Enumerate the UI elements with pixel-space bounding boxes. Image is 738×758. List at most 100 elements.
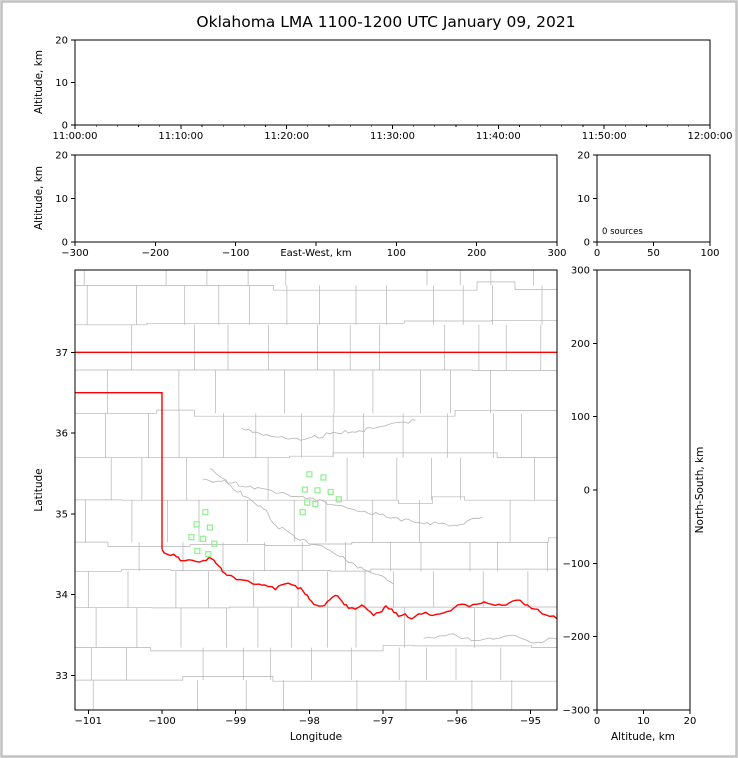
station-marker <box>202 509 209 516</box>
tick-label: −96 <box>446 716 467 727</box>
tick-label: −97 <box>373 716 394 727</box>
river-line <box>241 419 416 441</box>
station-marker <box>312 501 319 508</box>
tick-label: −300 <box>563 706 590 717</box>
station-marker <box>299 509 306 516</box>
ns-panel-right-label: North-South, km <box>694 447 706 534</box>
station-marker <box>193 521 200 528</box>
tick-label: −98 <box>299 716 320 727</box>
tick-label: East-West, km <box>280 248 351 259</box>
tick-label: 300 <box>571 266 590 277</box>
station-marker <box>194 547 201 555</box>
panels: 11:00:00 11:10:00 11:20:00 11:30:00 11:40:00… <box>53 36 733 728</box>
map-xlabel: Longitude <box>290 731 342 743</box>
tick-label: 0 <box>594 716 600 727</box>
tick-label: 34 <box>55 590 68 601</box>
panel-east-west-height: −300 −200 −100 East-West, km 100 200 300 0 10 20 <box>55 151 566 260</box>
tick-label: −95 <box>520 716 541 727</box>
red-river-border <box>161 548 557 620</box>
tick-label: 11:00:00 <box>53 131 98 142</box>
station-marker <box>206 524 213 531</box>
tick-label: 33 <box>55 671 68 682</box>
tick-label: 100 <box>387 248 406 259</box>
tick-label: −200 <box>142 248 169 259</box>
time-panel-ylabel: Altitude, km <box>33 50 45 114</box>
rivers <box>202 419 557 644</box>
panel-area <box>75 155 557 242</box>
tick-label: 35 <box>55 509 68 520</box>
station-marker <box>314 487 321 494</box>
tick-label: 200 <box>467 248 486 259</box>
map-content <box>75 270 557 710</box>
ticks <box>593 269 691 714</box>
ticks <box>593 154 711 246</box>
state-border <box>75 351 557 620</box>
sources-count-annotation: 0 sources <box>602 227 643 237</box>
tick-label: 20 <box>577 151 590 162</box>
state-border-line <box>75 392 163 550</box>
river-line <box>202 478 483 527</box>
tick-label: 0 <box>62 121 68 132</box>
tick-label: 11:30:00 <box>370 131 415 142</box>
station-marker <box>320 474 327 481</box>
tick-label: −200 <box>563 632 590 643</box>
tick-label: −100 <box>148 716 175 727</box>
tick-label: 37 <box>55 348 68 359</box>
station-marker <box>200 535 207 542</box>
tick-label: 0 <box>584 238 590 249</box>
panel-area <box>597 270 690 710</box>
station-marker <box>306 471 313 478</box>
river-line <box>209 468 394 585</box>
tick-label: 200 <box>571 339 590 350</box>
tick-label: 0 <box>584 486 590 497</box>
ns-panel-xlabel: Altitude, km <box>611 731 675 743</box>
ticks <box>71 154 558 246</box>
station-marker <box>327 488 334 496</box>
tick-label: 20 <box>55 151 68 162</box>
tick-label: 11:40:00 <box>476 131 521 142</box>
tick-label: −100 <box>563 559 590 570</box>
tick-label: 36 <box>55 429 68 440</box>
tick-label: 100 <box>700 248 719 259</box>
panel-height-north-south: 0 10 20 −300 −200 −100 0 100 200 300 <box>563 266 697 728</box>
panel-area <box>75 270 557 710</box>
panel-altitude-histogram: 0 50 100 0 10 20 <box>577 151 719 260</box>
station-marker <box>188 534 195 541</box>
tick-label: 50 <box>647 248 660 259</box>
tick-label: 10 <box>577 194 590 205</box>
station-marker <box>211 540 218 547</box>
panel-time-height: 11:00:00 11:10:00 11:20:00 11:30:00 11:40:00… <box>53 36 733 143</box>
panel-area <box>75 40 710 125</box>
tick-label: −100 <box>222 248 249 259</box>
tick-label: 12:00:00 <box>688 131 733 142</box>
panel-frame <box>74 269 558 711</box>
tick-label: −101 <box>75 716 102 727</box>
map-ylabel: Latitude <box>33 468 45 511</box>
ew-panel-ylabel: Altitude, km <box>33 166 45 230</box>
panel-plan-view: −101 −100 −99 −98 −97 −96 −95 33 34 35 36 37 <box>55 269 558 727</box>
ticks <box>71 39 711 129</box>
tick-label: 11:20:00 <box>264 131 309 142</box>
tick-label: 0 <box>62 238 68 249</box>
tick-label: 10 <box>637 716 650 727</box>
station-marker <box>205 551 212 558</box>
ticks <box>71 351 531 714</box>
tick-label: 10 <box>55 194 68 205</box>
tick-label: 20 <box>55 36 68 47</box>
tick-label: −99 <box>225 716 246 727</box>
tick-label: 300 <box>547 248 566 259</box>
county-lines <box>75 270 557 710</box>
tick-label: 20 <box>684 716 697 727</box>
tick-label: 11:10:00 <box>158 131 203 142</box>
panel-area <box>597 155 710 242</box>
tick-label: 10 <box>55 78 68 89</box>
tick-label: 100 <box>571 412 590 423</box>
tick-label: 0 <box>594 248 600 259</box>
river-line <box>423 633 557 644</box>
tick-label: 11:50:00 <box>582 131 627 142</box>
station-marker <box>335 496 342 503</box>
lma-stations <box>188 471 342 558</box>
